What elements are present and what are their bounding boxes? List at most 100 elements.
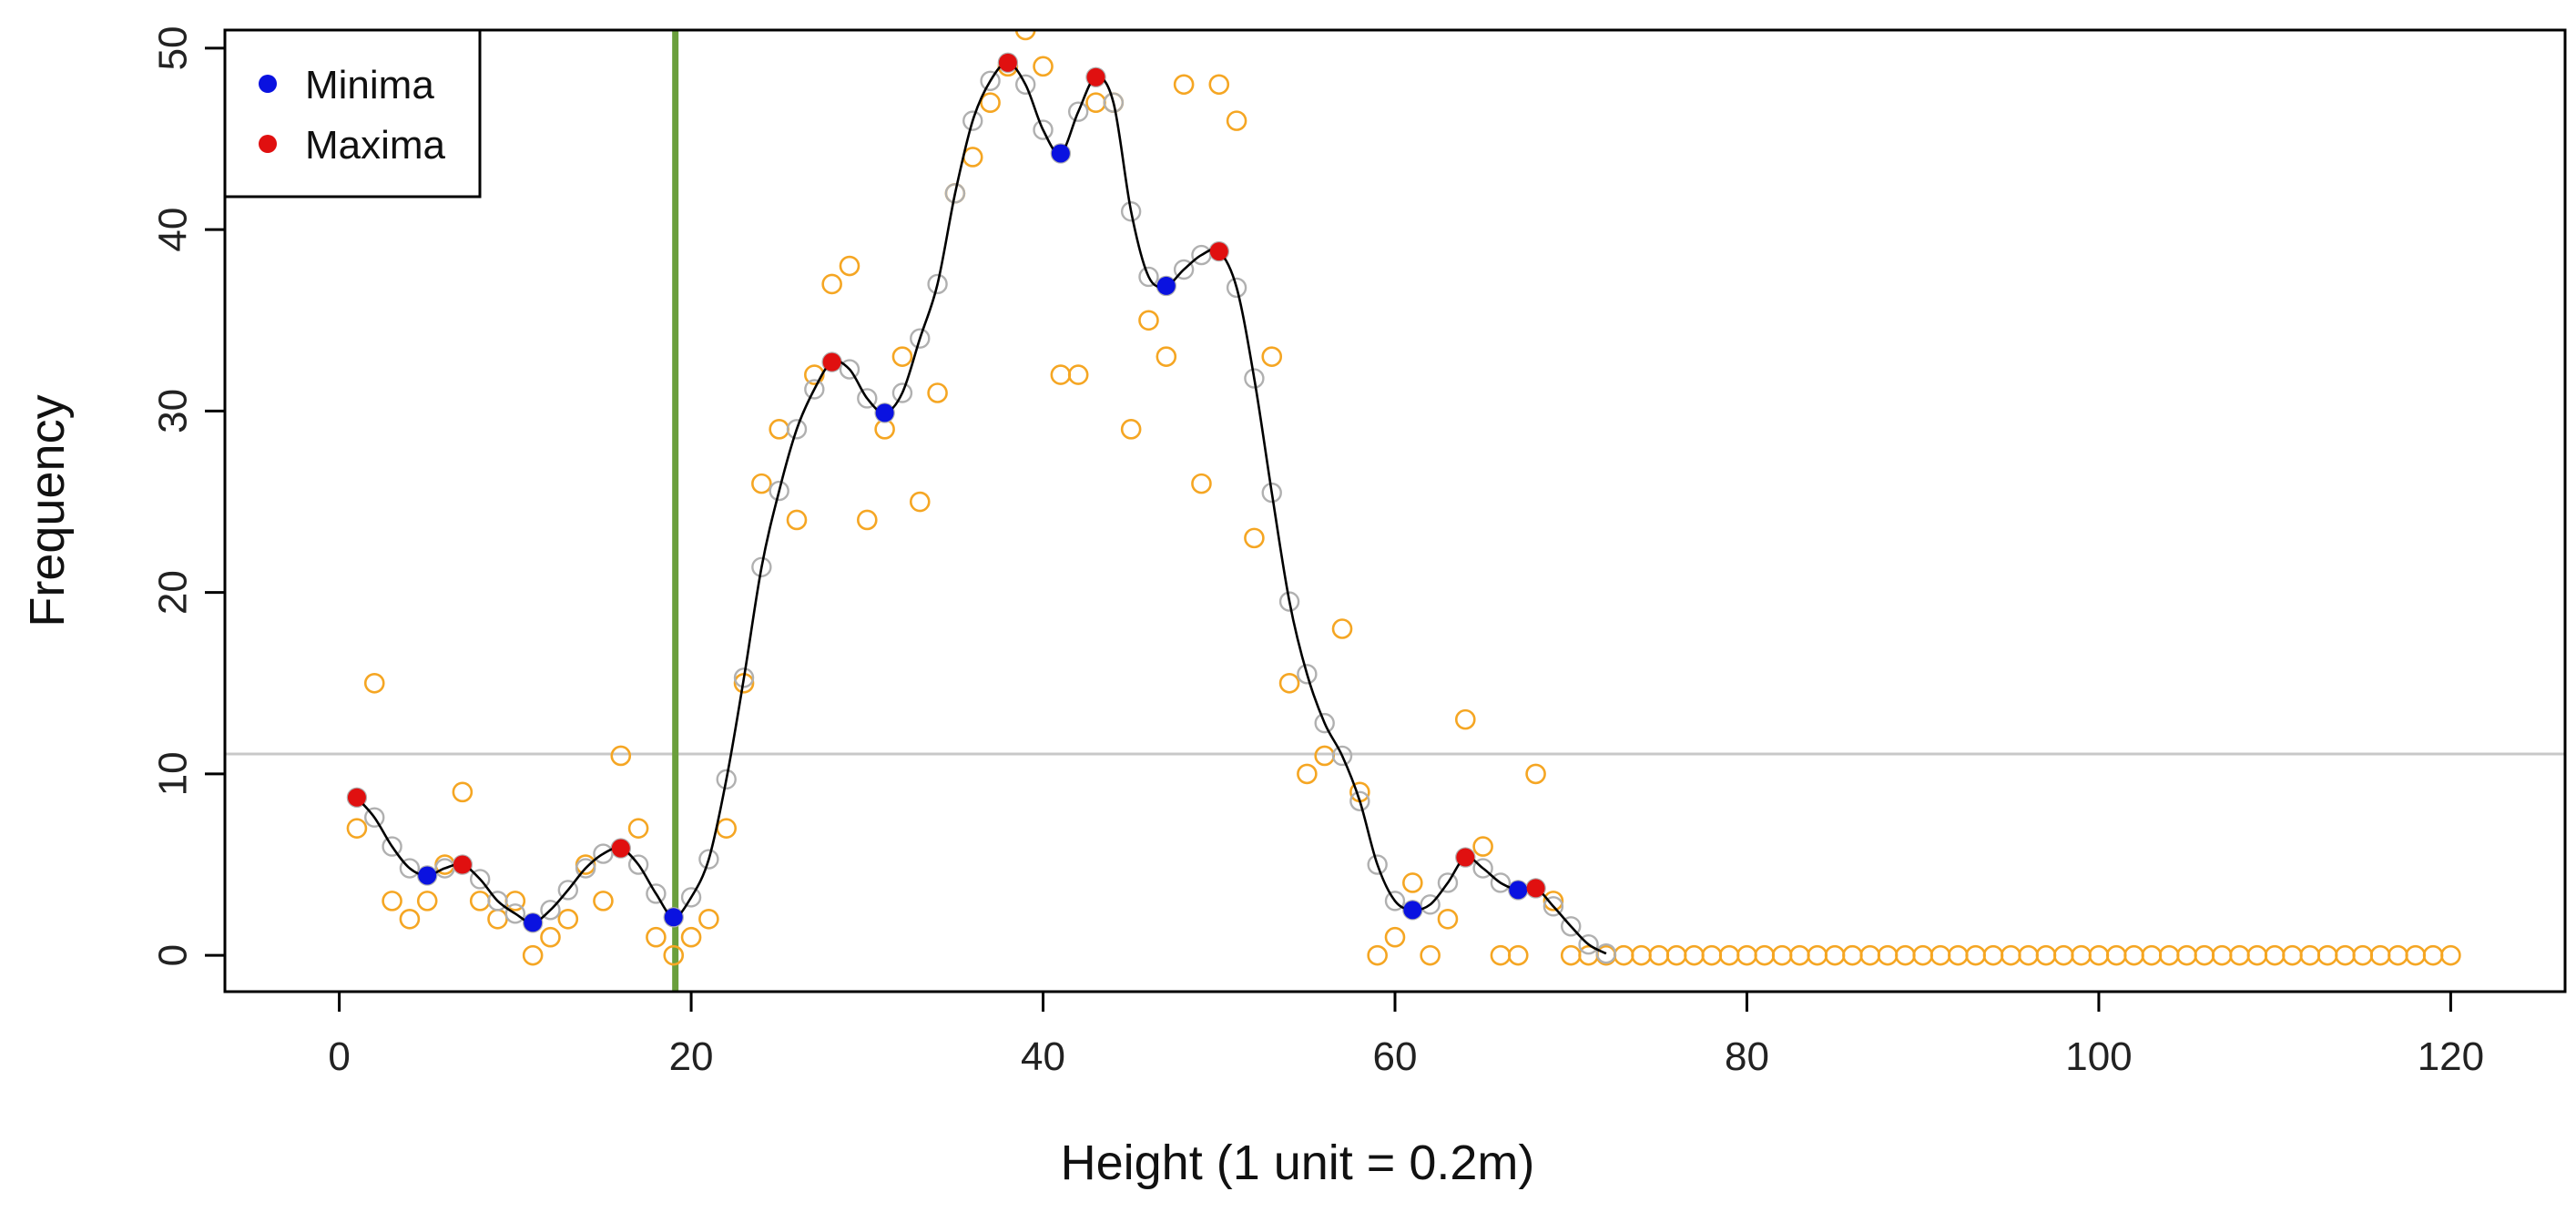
minima-point xyxy=(875,403,894,423)
legend-minima-marker xyxy=(259,75,277,93)
x-axis-title: Height (1 unit = 0.2m) xyxy=(1061,1136,1535,1190)
smoothed-point xyxy=(1138,266,1159,288)
y-tick-label: 30 xyxy=(151,389,196,433)
x-tick-label: 0 xyxy=(328,1034,350,1079)
maxima-point xyxy=(1209,242,1228,261)
smoothed-point xyxy=(680,887,702,908)
legend-minima-label: Minima xyxy=(305,63,434,107)
x-tick-label: 80 xyxy=(1725,1034,1769,1079)
observed-point xyxy=(857,509,878,531)
observed-point xyxy=(909,491,931,513)
smoothed-point xyxy=(891,382,913,403)
smoothed-point xyxy=(1561,916,1582,937)
smoothed-point xyxy=(364,807,385,828)
maxima-point xyxy=(1526,879,1545,898)
smoothed-line xyxy=(355,61,1607,955)
maxima-point xyxy=(822,352,841,372)
y-tick-label: 10 xyxy=(151,751,196,796)
smoothed-point xyxy=(1261,482,1282,504)
maxima-point xyxy=(611,839,630,858)
smoothed-line-group xyxy=(355,61,1607,955)
observed-point xyxy=(416,891,438,912)
legend: Minima Maxima xyxy=(223,28,482,199)
smoothed-point xyxy=(980,70,1001,91)
observed-point xyxy=(2440,944,2461,966)
observed-point xyxy=(1437,909,1459,930)
observed-point xyxy=(1226,110,1247,131)
observed-point xyxy=(399,909,421,930)
observed-point xyxy=(1525,763,1546,785)
observed-point xyxy=(540,926,561,948)
observed-point xyxy=(821,273,842,295)
observed-point xyxy=(1472,836,1493,857)
observed-point xyxy=(1244,527,1265,549)
y-tick-label: 50 xyxy=(151,25,196,70)
x-tick-label: 20 xyxy=(669,1034,714,1079)
observed-point xyxy=(1367,944,1388,966)
observed-point xyxy=(1191,473,1212,494)
extrema-points xyxy=(347,53,1545,932)
observed-point xyxy=(522,944,544,966)
smoothed-point xyxy=(786,419,808,440)
smoothed-point xyxy=(1543,896,1564,917)
smoothed-point xyxy=(1437,872,1459,893)
minima-point xyxy=(1051,144,1070,163)
observed-point xyxy=(680,926,702,948)
observed-point xyxy=(1543,891,1564,912)
smoothed-point xyxy=(944,183,966,204)
smoothed-point xyxy=(1015,74,1036,95)
smoothed-point xyxy=(646,883,667,904)
legend-maxima-marker xyxy=(259,135,277,153)
y-tick-label: 40 xyxy=(151,208,196,252)
smoothed-point xyxy=(1367,854,1388,875)
x-tick-label: 120 xyxy=(2418,1034,2484,1079)
maxima-point xyxy=(998,53,1017,72)
observed-point xyxy=(1067,364,1089,385)
maxima-point xyxy=(1086,67,1105,87)
observed-point xyxy=(593,891,614,912)
observed-point xyxy=(1420,944,1441,966)
smoothed-point xyxy=(716,769,737,790)
observed-point xyxy=(1120,419,1142,440)
smoothed-point xyxy=(627,854,649,875)
smoothed-point xyxy=(927,273,948,295)
smoothed-point xyxy=(1173,259,1195,280)
smoothed-point xyxy=(751,556,772,577)
smoothed-point xyxy=(575,858,596,879)
smoothed-point xyxy=(769,480,789,502)
observed-point xyxy=(557,909,579,930)
y-tick-label: 20 xyxy=(151,570,196,615)
minima-point xyxy=(1403,901,1422,920)
reference-lines xyxy=(225,30,2565,992)
observed-point xyxy=(1208,74,1230,96)
observed-point xyxy=(1138,310,1159,331)
smoothed-point xyxy=(399,858,421,879)
y-axis: 0 10 20 30 40 50 xyxy=(151,25,227,966)
observed-point xyxy=(627,818,649,839)
observed-point xyxy=(1173,74,1195,96)
smoothed-point xyxy=(1226,277,1247,299)
x-tick-label: 40 xyxy=(1021,1034,1065,1079)
minima-point xyxy=(1156,276,1176,295)
smoothed-point xyxy=(382,836,402,857)
smoothed-point xyxy=(1331,745,1353,767)
observed-point xyxy=(1297,763,1318,785)
x-tick-label: 60 xyxy=(1373,1034,1418,1079)
maxima-point xyxy=(347,788,366,807)
x-axis: 0 20 40 60 80 100 120 xyxy=(328,990,2484,1079)
smoothed-point xyxy=(557,880,579,901)
smoothed-point xyxy=(504,903,526,924)
observed-point xyxy=(1384,926,1406,948)
smoothed-point xyxy=(839,359,860,380)
smoothed-point xyxy=(910,328,931,349)
observed-point xyxy=(382,891,402,912)
x-tick-label: 100 xyxy=(2065,1034,2132,1079)
observed-point xyxy=(786,509,808,531)
smoothed-point xyxy=(804,379,825,400)
smoothed-point xyxy=(1420,894,1441,915)
observed-point xyxy=(751,473,772,494)
observed-point xyxy=(646,926,667,948)
observed-point xyxy=(452,781,473,803)
smoothed-point xyxy=(733,667,755,688)
